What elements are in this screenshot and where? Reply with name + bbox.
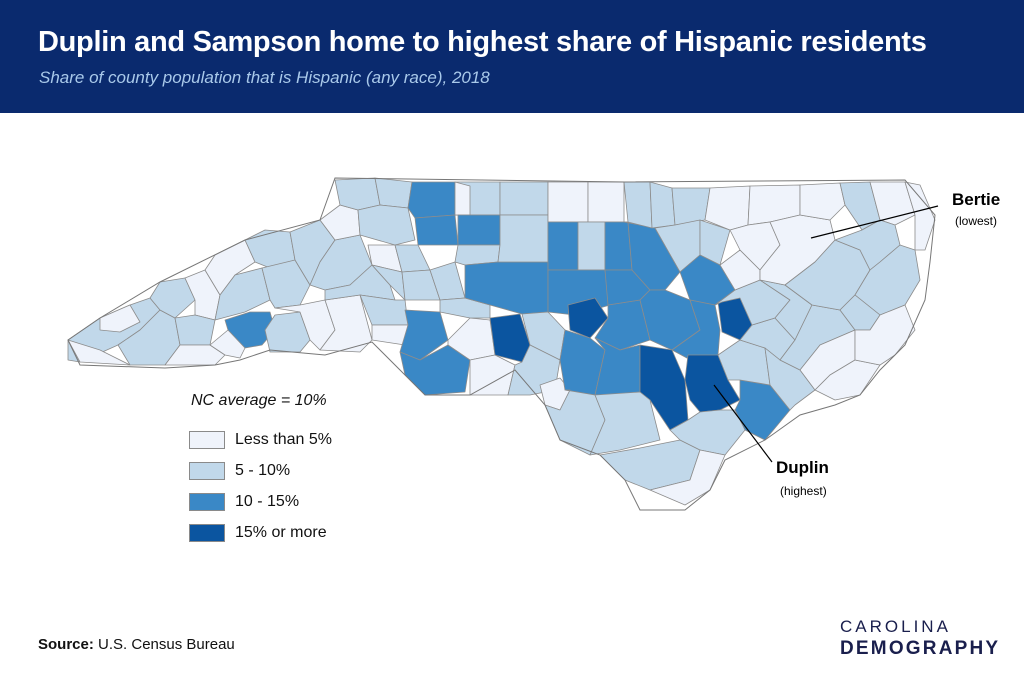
brand-wordmark-top: CAROLINA <box>840 617 951 636</box>
county-region <box>623 181 653 229</box>
county-region <box>567 297 609 339</box>
county-region <box>547 221 579 271</box>
source-label: Source: <box>38 636 94 653</box>
county-region <box>407 181 456 219</box>
legend-swatch <box>189 430 225 449</box>
source-note: Source: U.S. Census Bureau <box>38 636 235 653</box>
nc-county-map <box>67 177 939 511</box>
county-region <box>499 181 549 216</box>
county-region <box>454 181 471 216</box>
county-region <box>589 391 661 456</box>
bertie-leader-line <box>810 205 939 239</box>
county-region <box>704 185 751 231</box>
map-title: Duplin and Sampson home to highest share… <box>38 26 927 58</box>
bertie-label: Bertie <box>952 190 1001 209</box>
county-region <box>671 187 711 226</box>
bertie-note: (lowest) <box>955 214 998 228</box>
county-region <box>174 314 216 346</box>
county-region <box>547 181 589 223</box>
legend-item: Less than 5% <box>189 424 332 455</box>
county-region <box>457 214 501 246</box>
duplin-note: (highest) <box>780 484 827 498</box>
county-region <box>374 177 413 209</box>
county-region <box>469 354 516 396</box>
county-region <box>604 221 633 271</box>
legend-swatch <box>189 461 225 480</box>
county-region <box>454 244 501 266</box>
county-region <box>497 214 549 263</box>
duplin-label: Duplin <box>776 458 829 477</box>
county-region <box>334 177 381 211</box>
legend-item: 15% or more <box>189 517 332 548</box>
county-region <box>649 181 676 229</box>
legend-item: 5 - 10% <box>189 455 332 486</box>
county-region <box>577 221 606 271</box>
county-region <box>854 304 916 366</box>
brand-wordmark-bottom: DEMOGRAPHY <box>840 638 1001 659</box>
county-region <box>414 214 459 246</box>
county-region <box>164 344 226 366</box>
county-region <box>799 182 846 221</box>
legend-label: 5 - 10% <box>235 461 291 479</box>
legend-item: 10 - 15% <box>189 486 332 517</box>
county-region <box>904 181 936 251</box>
county-regions <box>67 177 936 506</box>
legend-label: 15% or more <box>235 523 327 541</box>
legend-label: Less than 5% <box>235 430 332 448</box>
legend-swatch <box>189 492 225 511</box>
state-outline <box>67 177 936 511</box>
county-region <box>67 339 131 366</box>
map-legend: NC average = 10% Less than 5% 5 - 10% 10… <box>189 392 332 548</box>
county-region <box>209 329 246 359</box>
map-subtitle: Share of county population that is Hispa… <box>39 68 490 87</box>
county-region <box>99 304 141 333</box>
legend-title: NC average = 10% <box>191 392 327 409</box>
county-region <box>587 181 625 223</box>
legend-swatch <box>189 523 225 542</box>
header-banner: Duplin and Sampson home to highest share… <box>0 0 1024 113</box>
source-text: U.S. Census Bureau <box>98 636 235 653</box>
duplin-leader-line <box>713 384 773 463</box>
legend-label: 10 - 15% <box>235 492 300 510</box>
county-region <box>357 204 416 246</box>
